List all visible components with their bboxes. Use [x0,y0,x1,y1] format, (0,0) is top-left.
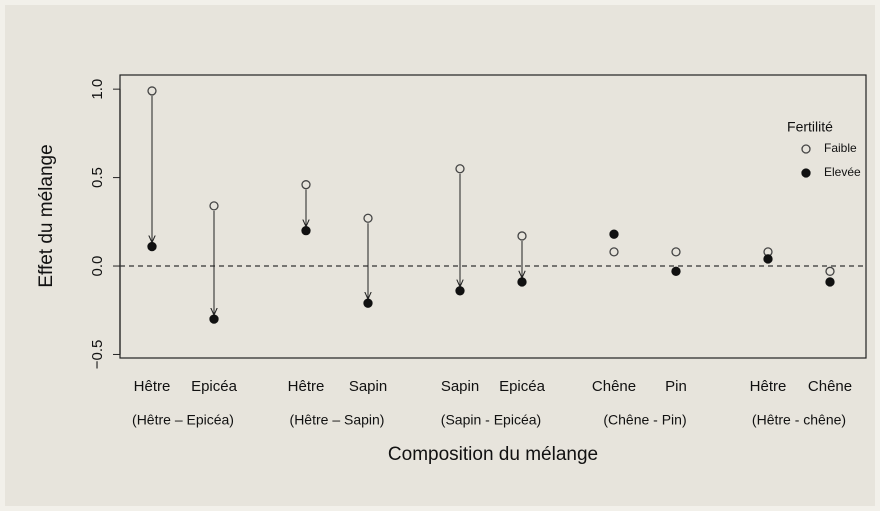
y-tick-label: 1.0 [89,79,106,100]
group-label: (Hêtre – Sapin) [290,412,385,428]
y-tick-label: 0.5 [89,167,106,188]
point [517,277,527,287]
point [209,314,219,324]
x-tick-label: Pin [665,378,687,395]
legend-label: Faible [824,141,857,155]
y-axis-label: Effet du mélange [36,144,57,287]
legend-title: Fertilité [787,119,833,135]
legend-label: Elevée [824,165,861,179]
x-tick-label: Hêtre [750,378,787,395]
group-label: (Chêne - Pin) [603,412,686,428]
point [363,298,373,308]
x-tick-label: Epicéa [499,378,546,395]
background [5,5,875,506]
point [763,254,773,264]
legend-marker [801,168,811,178]
x-tick-label: Hêtre [288,378,325,395]
x-tick-label: Chêne [808,378,852,395]
x-tick-label: Hêtre [134,378,171,395]
y-tick-label: 0.0 [89,256,106,277]
group-label: (Hêtre – Epicéa) [132,412,234,428]
point [671,266,681,276]
x-tick-label: Sapin [441,378,479,395]
point [455,286,465,296]
point [363,213,373,223]
point [209,201,219,211]
x-tick-label: Chêne [592,378,636,395]
x-axis-label: Composition du mélange [388,444,598,465]
point [609,229,619,239]
point [517,231,527,241]
point [609,247,619,257]
x-tick-label: Sapin [349,378,387,395]
point [671,247,681,257]
group-label: (Hêtre - chêne) [752,412,846,428]
point [301,225,311,236]
point [147,241,157,252]
group-label: (Sapin - Epicéa) [441,412,541,428]
point [147,86,157,96]
x-tick-label: Epicéa [191,378,238,395]
point [301,180,311,190]
point [825,266,835,276]
y-tick-label: −0.5 [89,340,106,370]
point [455,164,465,174]
point [825,277,835,287]
legend-marker [801,144,811,154]
